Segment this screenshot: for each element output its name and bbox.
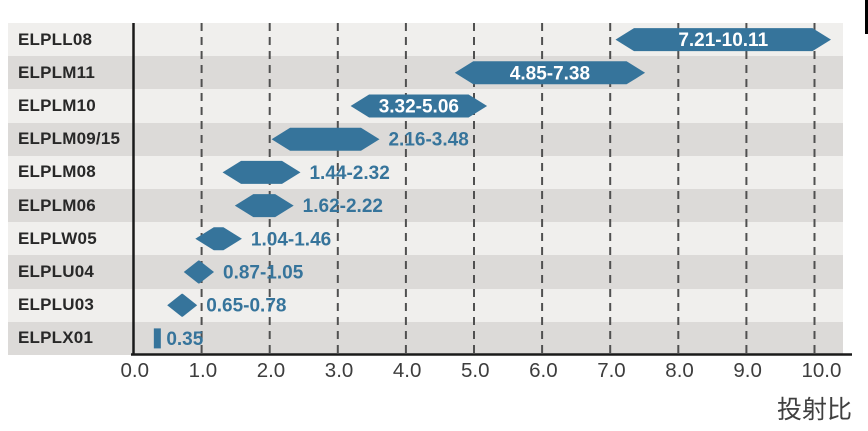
- lens-model-label: ELPLL08: [18, 29, 93, 49]
- range-value-label: 2.16-3.48: [388, 130, 468, 151]
- lens-range-bar: [234, 194, 294, 218]
- row-band: ELPLU03: [8, 288, 843, 322]
- lens-range-bar: [183, 260, 215, 284]
- x-tick-label: 0.0: [121, 359, 150, 382]
- range-value-label: 0.87-1.05: [223, 263, 304, 284]
- lens-model-label: ELPLW05: [18, 228, 97, 248]
- lens-range-bar: [271, 127, 380, 151]
- lens-model-label: ELPLM11: [18, 62, 95, 82]
- x-tick-label: 9.0: [733, 359, 762, 382]
- x-tick-label: 8.0: [665, 359, 694, 382]
- lens-range-bar: [153, 328, 161, 349]
- screen-edge-artifact: [865, 0, 868, 34]
- row-band: ELPLM11: [8, 56, 843, 90]
- lens-model-label: ELPLM10: [18, 95, 96, 115]
- range-value-label: 3.32-5.06: [379, 97, 459, 118]
- row-band: ELPLM06: [8, 189, 843, 223]
- lens-range-bar: [222, 160, 301, 184]
- x-tick-label: 1.0: [189, 359, 218, 382]
- lens-model-label: ELPLM06: [18, 195, 96, 215]
- range-value-label: 4.85-7.38: [510, 63, 590, 84]
- lens-range-bar: [195, 227, 242, 251]
- lens-range-bar: [615, 28, 831, 52]
- row-band: ELPLM09/15: [8, 122, 843, 156]
- range-value-label: 1.44-2.32: [309, 163, 389, 184]
- row-band: ELPLX01: [8, 321, 843, 355]
- lens-model-label: ELPLU04: [18, 261, 95, 281]
- x-axis-title: 投射比: [776, 395, 852, 424]
- lens-model-label: ELPLU03: [18, 295, 95, 315]
- x-tick-label: 10.0: [802, 359, 842, 382]
- lens-range-bar: [167, 293, 198, 317]
- range-value-label: 0.35: [166, 329, 203, 350]
- lens-range-bar: [350, 94, 488, 118]
- x-tick-label: 6.0: [529, 359, 558, 382]
- range-value-label: 0.65-0.78: [206, 296, 286, 317]
- row-band: ELPLW05: [8, 222, 843, 256]
- x-tick-label: 5.0: [461, 359, 490, 382]
- row-band: ELPLM08: [8, 155, 843, 189]
- x-tick-label: 2.0: [257, 359, 286, 382]
- range-value-label: 1.62-2.22: [303, 196, 383, 217]
- lens-model-label: ELPLX01: [18, 328, 94, 348]
- x-tick-label: 7.0: [597, 359, 626, 382]
- lens-range-bar: [454, 61, 646, 85]
- row-band: ELPLU04: [8, 255, 843, 289]
- range-value-label: 1.04-1.46: [251, 229, 331, 250]
- range-value-label: 7.21-10.11: [678, 30, 768, 51]
- lens-model-label: ELPLM08: [18, 162, 96, 182]
- x-tick-label: 3.0: [325, 359, 354, 382]
- x-tick-label: 4.0: [393, 359, 422, 382]
- lens-model-label: ELPLM09/15: [18, 129, 121, 149]
